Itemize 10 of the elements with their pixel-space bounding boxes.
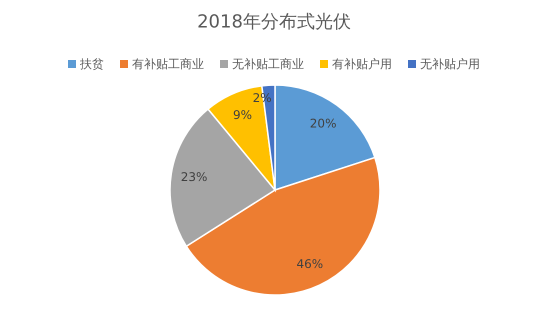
legend-label: 无补贴工商业 (232, 57, 304, 71)
chart-title: 2018年分布式光伏 (197, 12, 351, 32)
legend-label: 扶贫 (79, 57, 104, 71)
data-label: 46% (296, 257, 324, 272)
data-label: 23% (180, 170, 208, 184)
legend-label: 有补贴工商业 (132, 57, 204, 71)
legend-label: 有补贴户用 (332, 57, 392, 71)
data-label: 9% (232, 108, 252, 122)
legend-label: 无补贴户用 (420, 57, 480, 71)
data-label: 20% (310, 116, 336, 131)
